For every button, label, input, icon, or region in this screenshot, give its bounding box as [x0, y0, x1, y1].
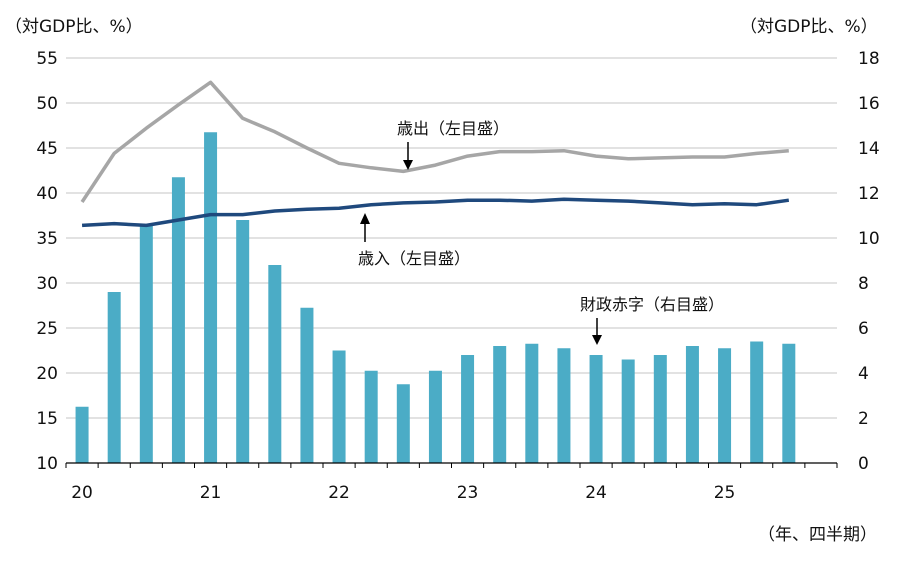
left-tick-label: 25 — [36, 319, 58, 339]
x-axis-title: （年、四半期） — [758, 525, 877, 545]
right-tick-label: 10 — [858, 229, 880, 249]
left-tick-label: 40 — [36, 184, 58, 204]
gridlines — [66, 57, 837, 419]
deficit-bar-24Q2 — [621, 359, 635, 463]
right-axis-title: （対GDP比、%） — [740, 17, 878, 37]
deficit-bar-25Q1 — [718, 348, 732, 463]
deficit-bar-21Q1 — [204, 132, 218, 463]
x-year-label: 25 — [714, 483, 736, 503]
deficit-bar-23Q4 — [557, 348, 571, 463]
deficit-bar-24Q1 — [589, 355, 603, 463]
deficit-bar-23Q1 — [461, 355, 475, 463]
deficit-bar-24Q4 — [685, 346, 699, 463]
deficit-bar-23Q2 — [493, 346, 507, 463]
deficit-bar-25Q2 — [750, 341, 764, 463]
deficit-arrow — [592, 318, 602, 345]
x-year-label: 24 — [585, 483, 607, 503]
left-tick-label: 35 — [36, 229, 58, 249]
left-tick-label: 15 — [36, 409, 58, 429]
lines — [80, 80, 790, 228]
expenditure-line — [80, 80, 789, 203]
deficit-bar-21Q4 — [300, 307, 314, 463]
left-axis-title: （対GDP比、%） — [5, 17, 143, 37]
deficit-bar-21Q2 — [236, 220, 250, 463]
left-tick-label: 50 — [36, 94, 58, 114]
deficit-bar-24Q3 — [653, 355, 667, 463]
deficit-bar-20Q4 — [171, 177, 185, 463]
deficit-bar-21Q3 — [268, 265, 282, 463]
right-tick-label: 18 — [858, 49, 880, 69]
revenue-label: 歳入（左目盛） — [358, 249, 470, 268]
right-tick-label: 2 — [858, 409, 869, 429]
deficit-bar-22Q3 — [396, 384, 410, 463]
revenue-arrow — [360, 213, 370, 242]
x-year-label: 23 — [457, 483, 479, 503]
revenue-line — [81, 197, 790, 228]
deficit-label: 財政赤字（右目盛） — [580, 295, 724, 314]
left-tick-label: 30 — [36, 274, 58, 294]
deficit-bar-20Q2 — [107, 292, 121, 463]
right-tick-label: 4 — [858, 364, 869, 384]
deficit-bar-20Q1 — [75, 406, 89, 463]
expenditure-label: 歳出（左目盛） — [397, 119, 509, 138]
right-tick-label: 8 — [858, 274, 869, 294]
right-tick-label: 14 — [858, 139, 880, 159]
deficit-bar-23Q3 — [525, 343, 539, 463]
deficit-bar-20Q3 — [139, 224, 153, 463]
x-year-label: 21 — [200, 483, 222, 503]
left-tick-label: 55 — [36, 49, 58, 69]
right-tick-label: 16 — [858, 94, 880, 114]
deficit-bar-22Q4 — [428, 370, 442, 463]
x-year-label: 22 — [328, 483, 350, 503]
left-tick-label: 20 — [36, 364, 58, 384]
left-tick-label: 45 — [36, 139, 58, 159]
right-tick-label: 12 — [858, 184, 880, 204]
expenditure-arrow — [403, 142, 413, 170]
deficit-bars — [75, 132, 796, 463]
deficit-bar-22Q1 — [332, 350, 346, 463]
deficit-bar-25Q3 — [782, 343, 796, 463]
right-tick-label: 6 — [858, 319, 869, 339]
left-tick-label: 10 — [36, 454, 58, 474]
deficit-bar-22Q2 — [364, 370, 378, 463]
x-year-label: 20 — [71, 483, 93, 503]
right-tick-label: 0 — [858, 454, 869, 474]
